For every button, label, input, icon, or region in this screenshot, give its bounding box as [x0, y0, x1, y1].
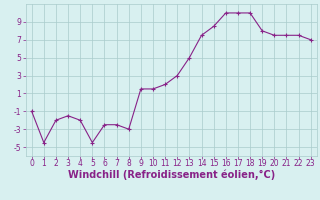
X-axis label: Windchill (Refroidissement éolien,°C): Windchill (Refroidissement éolien,°C): [68, 169, 275, 180]
